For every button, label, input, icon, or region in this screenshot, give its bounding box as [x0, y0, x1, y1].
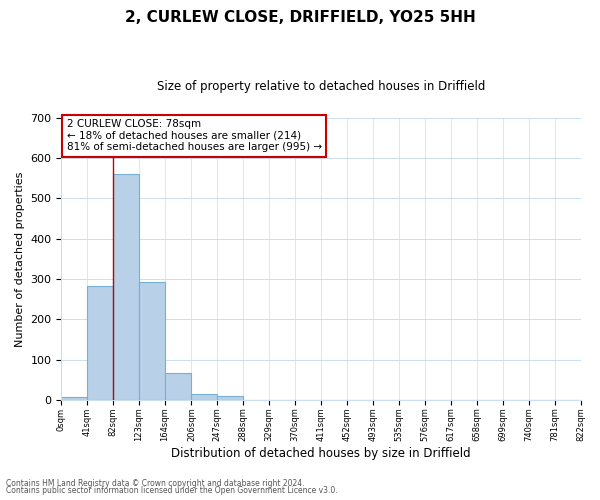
Bar: [217, 396, 243, 400]
Bar: [113, 174, 139, 400]
Bar: [87, 286, 113, 400]
Title: Size of property relative to detached houses in Driffield: Size of property relative to detached ho…: [157, 80, 485, 93]
Bar: [61, 397, 87, 400]
Bar: [165, 372, 191, 400]
Bar: [191, 394, 217, 400]
Text: Contains public sector information licensed under the Open Government Licence v3: Contains public sector information licen…: [6, 486, 338, 495]
Y-axis label: Number of detached properties: Number of detached properties: [15, 171, 25, 346]
Text: 2, CURLEW CLOSE, DRIFFIELD, YO25 5HH: 2, CURLEW CLOSE, DRIFFIELD, YO25 5HH: [125, 10, 475, 25]
Text: Contains HM Land Registry data © Crown copyright and database right 2024.: Contains HM Land Registry data © Crown c…: [6, 478, 305, 488]
Bar: [139, 282, 165, 400]
X-axis label: Distribution of detached houses by size in Driffield: Distribution of detached houses by size …: [171, 447, 471, 460]
Text: 2 CURLEW CLOSE: 78sqm
← 18% of detached houses are smaller (214)
81% of semi-det: 2 CURLEW CLOSE: 78sqm ← 18% of detached …: [67, 119, 322, 152]
